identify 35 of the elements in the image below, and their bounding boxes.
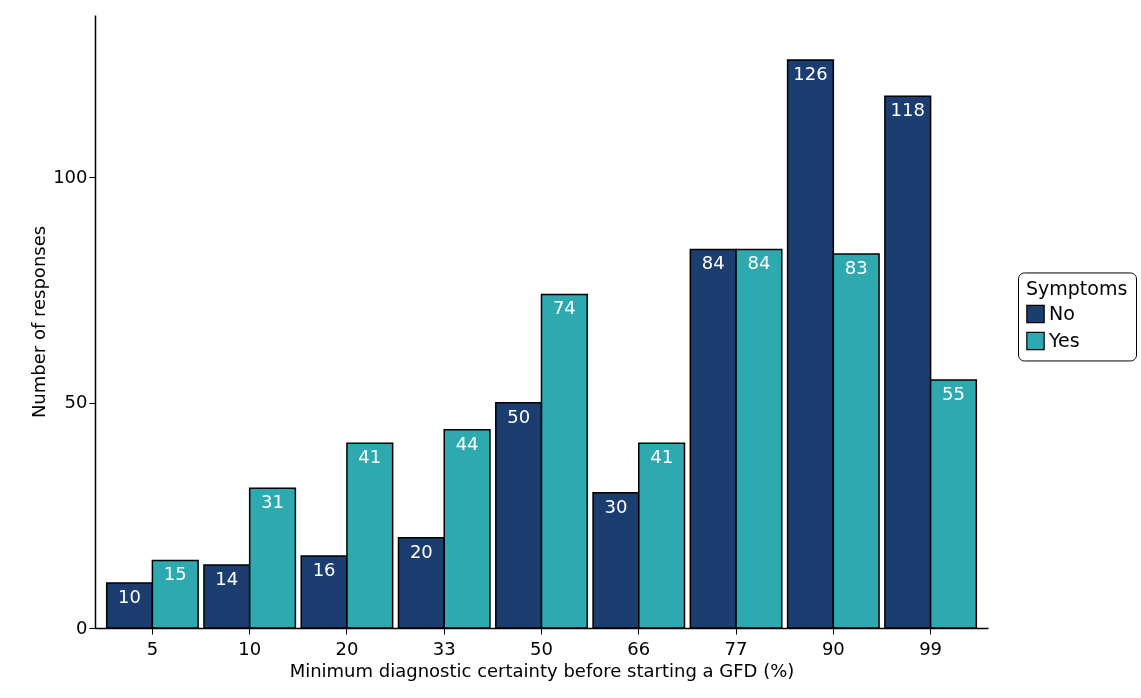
- data-label: 126: [793, 63, 828, 85]
- y-tick-label: 50: [64, 391, 88, 413]
- data-label: 16: [312, 558, 336, 580]
- data-label: 84: [701, 252, 725, 274]
- data-label: 14: [215, 567, 239, 589]
- data-label: 118: [890, 99, 925, 121]
- x-tick-label: 10: [238, 637, 262, 659]
- data-label: 10: [118, 585, 141, 607]
- data-label: 41: [650, 446, 674, 468]
- data-label: 41: [358, 446, 382, 468]
- legend-label: Yes: [1048, 328, 1080, 351]
- data-label: 83: [844, 256, 868, 278]
- x-tick-label: 50: [530, 637, 553, 659]
- x-axis-title: Minimum diagnostic certainty before starting a GFD (%): [289, 659, 795, 681]
- data-label: 44: [455, 432, 479, 454]
- x-tick-label: 66: [627, 637, 651, 659]
- x-tick-label: 33: [432, 637, 456, 659]
- x-tick-label: 5: [146, 637, 159, 659]
- x-tick-label: 77: [724, 637, 748, 659]
- data-label: 15: [163, 563, 187, 585]
- data-label: 55: [942, 383, 965, 405]
- y-tick-label: 0: [76, 616, 88, 638]
- data-label: 74: [552, 297, 576, 319]
- x-tick-label: 90: [821, 637, 845, 659]
- data-label: 50: [507, 405, 531, 427]
- legend-title: Symptoms: [1026, 277, 1128, 300]
- legend-label: No: [1049, 301, 1075, 324]
- data-label: 31: [261, 491, 284, 513]
- data-label: 20: [409, 540, 433, 562]
- x-tick-label: 20: [335, 637, 359, 659]
- data-label: 30: [604, 495, 628, 517]
- data-label: 84: [747, 252, 771, 274]
- y-axis-title: Number of responses: [28, 225, 50, 419]
- y-tick-label: 100: [53, 165, 88, 187]
- x-tick-label: 99: [919, 637, 943, 659]
